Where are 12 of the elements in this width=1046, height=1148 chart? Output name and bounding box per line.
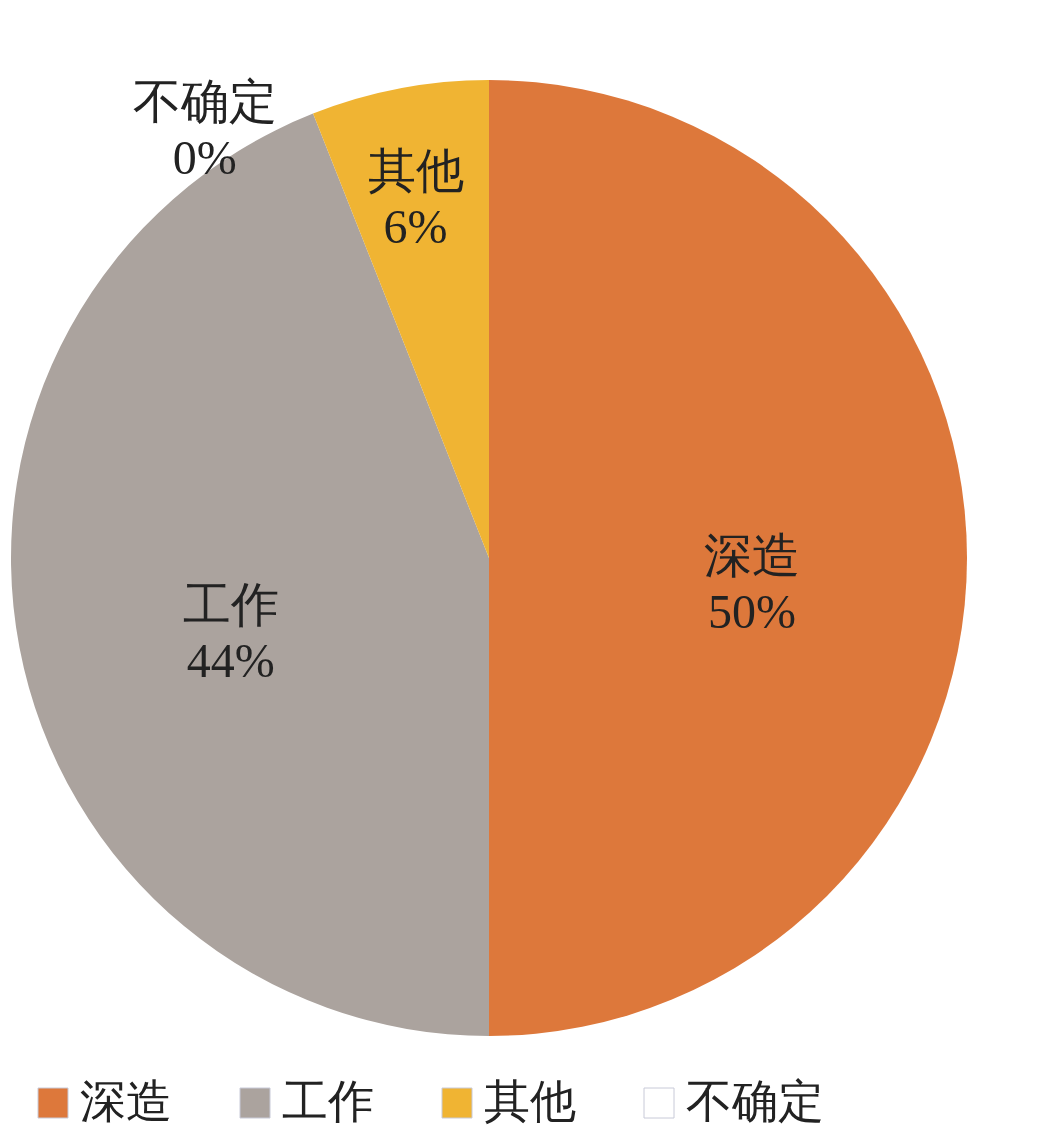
- data-label: 50%: [707, 585, 796, 638]
- legend-label: 工作: [282, 1076, 374, 1127]
- category-label: 不确定: [132, 75, 277, 129]
- slice-label: 深造: [703, 529, 800, 582]
- slice-label: 其他: [367, 143, 464, 197]
- legend-label: 深造: [80, 1076, 172, 1127]
- data-label: 6%: [383, 199, 448, 253]
- slice-label: 工作: [182, 578, 279, 632]
- text: 0%: [172, 131, 237, 185]
- data-label: 44%: [186, 634, 275, 688]
- legend-label: 其他: [484, 1076, 576, 1127]
- legend-label: 不确定: [686, 1076, 824, 1127]
